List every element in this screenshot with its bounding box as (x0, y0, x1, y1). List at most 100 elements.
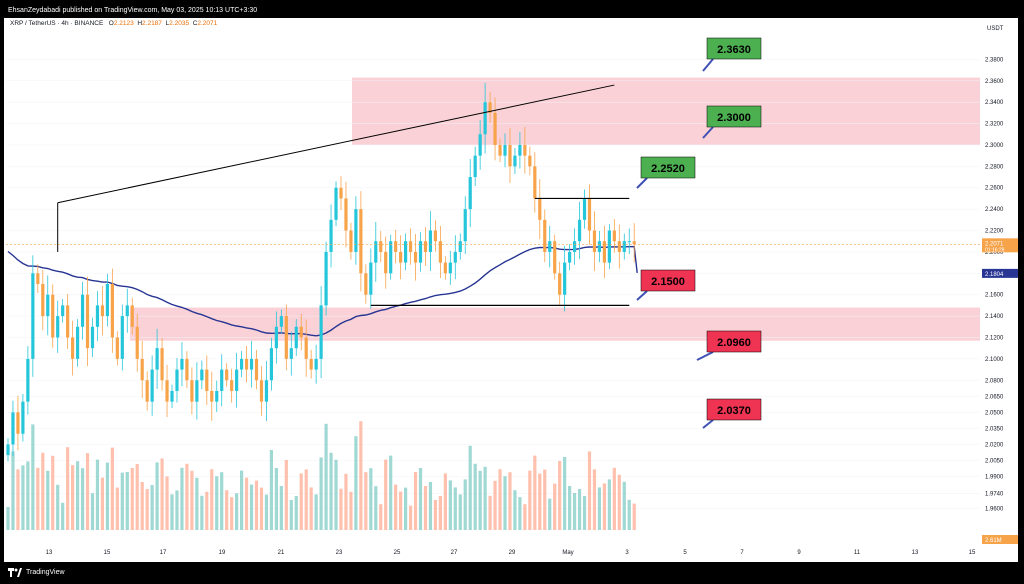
volume-bar-109 (548, 498, 552, 530)
candle-body-12 (66, 305, 70, 338)
open-value: 2.2123 (113, 20, 134, 27)
volume-bar-108 (543, 469, 547, 530)
candle-body-20 (105, 284, 109, 317)
candle-body-66 (334, 187, 338, 220)
volume-bar-29 (150, 485, 154, 530)
candle-body-76 (384, 251, 388, 274)
volume-bar-33 (170, 494, 174, 530)
symbol-info: XRP / TetherUS · 4h · BINANCE O2.2123 H2… (10, 20, 217, 27)
level-pointer-3 (636, 290, 648, 301)
candle-body-92 (463, 209, 467, 242)
volume-bar-26 (135, 464, 139, 530)
level-label-3: 2.1500 (651, 276, 685, 288)
level-pointer-2 (636, 177, 648, 189)
candle-body-106 (533, 166, 537, 199)
volume-bar-123 (617, 474, 621, 530)
candle-body-74 (374, 241, 378, 263)
volume-bar-98 (493, 480, 497, 530)
level-pointer-4 (696, 351, 714, 361)
volume-bar-31 (160, 458, 164, 530)
volume-bar-35 (180, 467, 184, 530)
level-box-4 (706, 330, 762, 353)
candle-body-125 (627, 241, 631, 243)
candle-body-103 (518, 144, 522, 156)
volume-bar-40 (205, 491, 209, 530)
current-price-tag (982, 238, 1018, 253)
candle-body-19 (100, 305, 105, 317)
candle-body-25 (130, 305, 134, 327)
price-tick-7: 2.2400 (985, 207, 1004, 213)
time-tick-2: 17 (160, 550, 167, 556)
candle-body-116 (582, 198, 587, 220)
symbol-name[interactable]: XRP / TetherUS · 4h · BINANCE (10, 20, 104, 27)
volume-bar-17 (90, 493, 95, 530)
volume-bar-38 (195, 477, 199, 530)
level-box-0 (706, 37, 762, 60)
time-axis: 13 15 17 19 21 23 25 27 29 May 3 5 7 9 11 13 15 (46, 550, 976, 556)
candle-body-78 (394, 241, 398, 252)
volume-value-tag (982, 535, 1018, 544)
time-tick-3: 19 (219, 550, 226, 556)
volume-bar-86 (433, 500, 438, 530)
time-tick-6: 25 (394, 550, 401, 556)
high-value: 2.2187 (142, 20, 162, 27)
volume-bar-99 (498, 469, 502, 530)
candle-body-21 (110, 284, 114, 338)
candle-body-107 (538, 198, 542, 220)
price-tick-12: 2.1400 (985, 314, 1004, 320)
high-label: H (137, 20, 143, 27)
candle-body-55 (279, 316, 283, 327)
tradingview-logo[interactable]: TradingView (8, 568, 65, 577)
volume-bar-56 (284, 460, 288, 530)
level-pointer-0 (702, 58, 714, 72)
price-tick-3: 2.3200 (985, 122, 1004, 128)
level-box-5 (706, 398, 762, 421)
candle-body-88 (443, 262, 447, 274)
candle-body-99 (498, 144, 502, 156)
volume-value: 2.61M (985, 538, 1002, 544)
price-tick-6: 2.2600 (985, 186, 1004, 192)
price-axis-bg (982, 18, 1018, 562)
candle-body-120 (602, 241, 606, 263)
volume-bar-49 (249, 484, 254, 530)
candle-body-43 (220, 369, 224, 391)
level-label-1: 2.3000 (717, 112, 751, 124)
candle-body-36 (185, 358, 189, 381)
candle-body-115 (577, 219, 582, 242)
candle-body-91 (458, 241, 462, 252)
candle-body-45 (230, 380, 234, 391)
volume-bar-16 (85, 453, 90, 530)
drawing-layer (6, 84, 980, 306)
volume-bar-14 (75, 461, 80, 530)
price-tick-2: 2.3400 (985, 100, 1004, 106)
candle-body-26 (135, 326, 139, 359)
volume-bar-84 (423, 486, 428, 530)
candle-body-16 (85, 294, 90, 349)
candle-body-63 (319, 305, 323, 359)
support-zone (130, 307, 980, 341)
volume-bar-78 (394, 484, 398, 530)
volume-bar-12 (66, 447, 70, 530)
candle-body-126 (632, 241, 636, 245)
tradingview-icon (8, 568, 22, 577)
volume-bar-13 (71, 465, 75, 530)
candle-body-17 (90, 326, 95, 349)
volume-bar-67 (339, 488, 343, 530)
volume-bar-116 (582, 496, 587, 530)
volume-bar-3 (21, 465, 25, 530)
volume-bar-70 (354, 436, 358, 530)
candle-body-109 (548, 241, 552, 252)
volume-bar-105 (528, 470, 532, 530)
candle-body-35 (180, 358, 184, 370)
candle-body-13 (71, 337, 75, 359)
volume-bar-5 (31, 424, 35, 530)
volume-bar-122 (612, 467, 616, 530)
volume-bar-37 (190, 470, 194, 530)
volume-bar-101 (508, 472, 512, 530)
candle-body-57 (289, 348, 293, 359)
volume-bar-82 (413, 472, 418, 530)
volume-bar-88 (443, 473, 447, 530)
volume-bar-113 (568, 486, 572, 530)
candle-body-8 (46, 294, 50, 317)
